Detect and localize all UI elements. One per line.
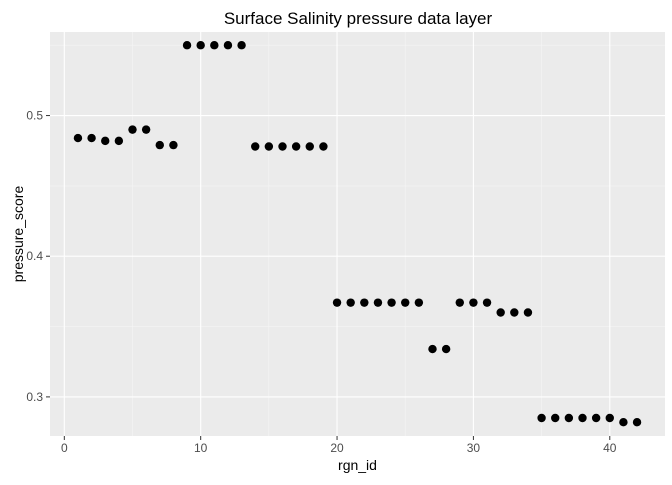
data-point	[441, 344, 451, 354]
x-tick-label: 30	[467, 441, 481, 455]
data-point	[360, 298, 369, 307]
data-point	[346, 298, 355, 307]
data-point	[387, 298, 396, 307]
x-tick-label: 40	[603, 441, 617, 455]
y-tick-label: 0.3	[26, 390, 43, 404]
data-point	[278, 142, 287, 151]
y-axis-title: pressure_score	[10, 186, 26, 283]
x-axis-ticks: 0 10 20 30 40	[61, 436, 617, 455]
data-point	[169, 140, 178, 150]
data-point	[523, 308, 533, 317]
data-point	[605, 413, 614, 423]
data-point	[319, 142, 328, 151]
data-point	[264, 142, 274, 151]
data-point	[551, 413, 560, 423]
data-point	[291, 142, 301, 151]
data-point	[401, 298, 410, 307]
data-point	[496, 308, 505, 317]
minor-gridlines	[50, 32, 665, 436]
y-tick-label: 0.5	[26, 109, 43, 123]
y-axis-ticks: 0.3 0.4 0.5	[26, 109, 50, 404]
data-point	[455, 298, 464, 307]
data-point	[196, 41, 205, 50]
data-point	[101, 136, 110, 146]
data-point	[510, 308, 519, 317]
data-point	[564, 413, 574, 423]
data-point	[591, 413, 601, 423]
data-point	[482, 298, 492, 307]
data-point	[578, 413, 587, 423]
data-point	[223, 41, 233, 50]
data-point	[87, 133, 96, 143]
data-point	[305, 142, 314, 151]
data-points	[73, 41, 642, 427]
x-tick-label: 0	[61, 441, 68, 455]
chart-title: Surface Salinity pressure data layer	[224, 9, 493, 28]
x-axis-title: rgn_id	[338, 457, 377, 473]
data-point	[537, 413, 546, 423]
data-point	[469, 298, 478, 307]
x-tick-label: 10	[194, 441, 208, 455]
data-point	[619, 418, 628, 427]
plot-panel	[50, 32, 665, 436]
data-point	[237, 41, 246, 50]
data-point	[155, 140, 164, 150]
data-point	[73, 133, 83, 143]
data-point	[373, 298, 383, 307]
data-point	[414, 298, 424, 307]
data-point	[128, 125, 137, 134]
data-point	[114, 136, 124, 146]
x-tick-label: 20	[330, 441, 344, 455]
data-point	[141, 125, 151, 134]
major-gridlines	[50, 32, 665, 436]
data-point	[632, 418, 642, 427]
y-tick-label: 0.4	[26, 249, 43, 263]
data-point	[428, 344, 437, 354]
data-point	[182, 41, 192, 50]
data-point	[332, 298, 342, 307]
data-point	[210, 41, 219, 50]
data-point	[251, 142, 260, 151]
